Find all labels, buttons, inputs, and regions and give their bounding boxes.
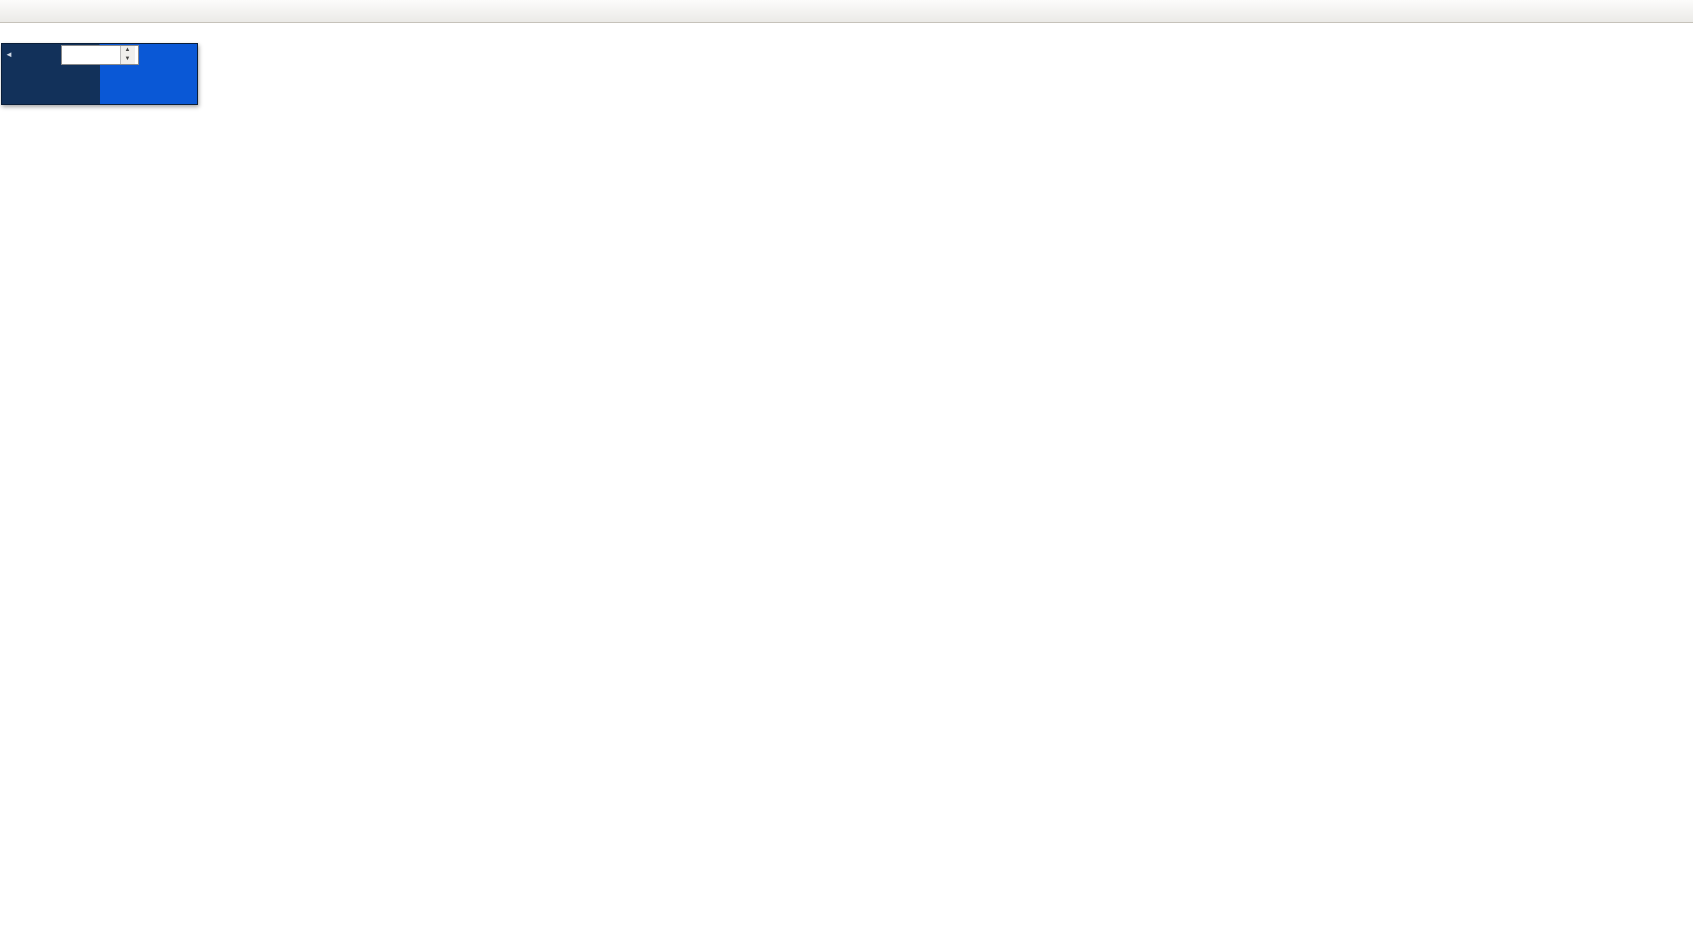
volume-spinner: ▲ ▼ — [119, 46, 135, 64]
volume-control: ▲ ▼ — [60, 45, 139, 65]
chart-window: ◄ ▲ ▼ — [0, 22, 1693, 943]
panel-collapse-icon[interactable]: ◄ — [5, 50, 13, 59]
volume-decrease-button[interactable]: ▼ — [120, 55, 135, 64]
trade-panel-prices — [2, 65, 197, 104]
volume-input[interactable] — [61, 46, 120, 64]
volume-increase-button[interactable]: ▲ — [120, 46, 135, 55]
one-click-trading-panel: ◄ ▲ ▼ — [1, 43, 198, 105]
main-toolbar — [0, 0, 1693, 23]
sell-price-button[interactable] — [2, 65, 100, 104]
buy-price-button[interactable] — [99, 65, 197, 104]
price-chart-canvas[interactable] — [0, 22, 1693, 943]
trade-panel-top-row: ◄ ▲ ▼ — [2, 44, 197, 65]
